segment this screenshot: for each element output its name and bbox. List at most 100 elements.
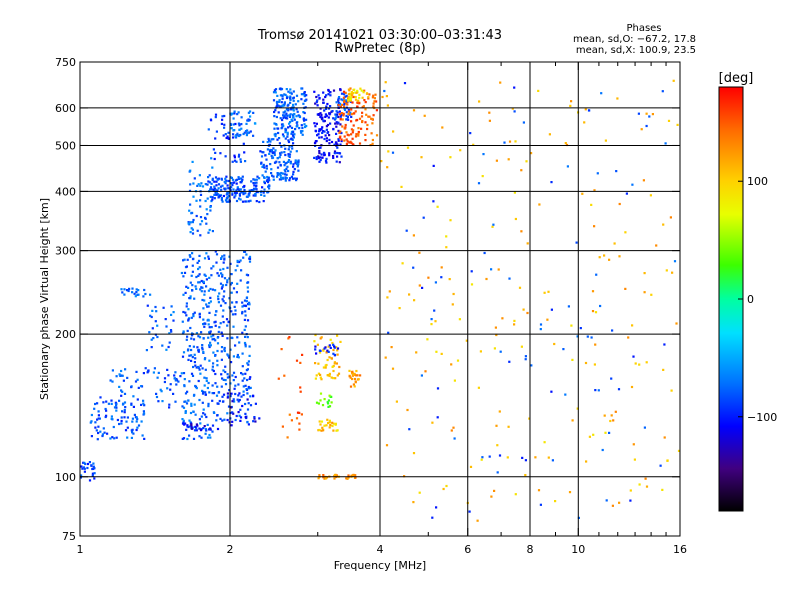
data-point xyxy=(340,92,344,95)
data-point xyxy=(249,395,252,398)
data-point xyxy=(440,266,443,269)
data-point xyxy=(477,182,481,185)
data-point xyxy=(160,390,163,393)
data-point xyxy=(287,148,290,151)
data-point xyxy=(255,184,258,187)
data-point xyxy=(191,160,194,163)
data-point xyxy=(357,132,360,135)
data-point xyxy=(217,187,220,190)
data-point xyxy=(222,267,225,271)
data-point xyxy=(241,404,244,408)
data-point xyxy=(235,199,239,203)
phase-stats-x: mean, sd,X: 100.9, 23.5 xyxy=(576,45,696,56)
data-point xyxy=(183,258,186,261)
data-point xyxy=(550,390,553,393)
data-point xyxy=(286,133,289,136)
data-point xyxy=(301,353,304,356)
data-point xyxy=(508,360,511,363)
data-point xyxy=(208,433,211,437)
data-point xyxy=(406,408,409,412)
data-point xyxy=(111,380,114,383)
data-point xyxy=(618,202,621,206)
data-point xyxy=(93,467,96,470)
data-point xyxy=(318,152,321,155)
data-point xyxy=(246,408,250,411)
data-point xyxy=(182,372,186,375)
data-point xyxy=(339,143,342,146)
data-point xyxy=(618,501,621,504)
data-point xyxy=(326,401,329,404)
data-point xyxy=(223,290,226,293)
data-point xyxy=(241,200,245,203)
data-point xyxy=(145,349,148,352)
data-point xyxy=(316,343,319,346)
data-point xyxy=(356,118,359,122)
data-point xyxy=(207,289,210,292)
data-point xyxy=(208,174,211,177)
data-point xyxy=(342,114,345,117)
data-point xyxy=(204,217,207,220)
data-point xyxy=(243,377,246,380)
data-point xyxy=(111,369,114,372)
data-point xyxy=(265,164,268,168)
data-point xyxy=(391,151,395,154)
data-point xyxy=(303,123,306,126)
data-point xyxy=(232,129,235,132)
data-point xyxy=(279,152,282,155)
data-point xyxy=(217,196,220,199)
data-point xyxy=(188,297,191,300)
data-point xyxy=(209,300,212,303)
data-point xyxy=(126,426,129,429)
data-point xyxy=(283,102,286,105)
data-point xyxy=(327,405,330,408)
data-point xyxy=(207,231,210,234)
data-point xyxy=(199,364,202,367)
data-point xyxy=(288,413,291,416)
data-point xyxy=(225,136,228,140)
data-point xyxy=(213,180,216,183)
data-point xyxy=(361,96,364,99)
data-point xyxy=(347,474,350,477)
data-point xyxy=(214,113,218,116)
data-point xyxy=(445,484,448,488)
data-point xyxy=(235,182,238,185)
data-point xyxy=(143,404,146,407)
y-axis-label: Stationary phase Virtual Height [km] xyxy=(38,198,51,400)
data-point xyxy=(214,137,217,140)
data-point xyxy=(293,168,296,171)
data-point xyxy=(468,510,471,513)
data-point xyxy=(595,273,598,276)
data-point xyxy=(539,503,542,506)
data-point xyxy=(329,346,332,349)
data-point xyxy=(203,358,206,361)
data-point xyxy=(274,123,277,126)
data-point xyxy=(186,335,189,338)
data-point xyxy=(209,436,212,439)
data-point xyxy=(318,349,321,352)
data-point xyxy=(373,100,376,103)
data-point xyxy=(412,109,416,112)
data-point xyxy=(221,285,224,288)
data-point xyxy=(318,136,321,139)
data-point xyxy=(219,282,223,285)
data-point xyxy=(152,337,155,340)
data-point xyxy=(224,370,227,374)
data-point xyxy=(206,183,209,186)
data-point xyxy=(221,298,224,301)
data-point xyxy=(234,122,237,126)
data-point xyxy=(99,430,102,433)
data-point xyxy=(643,291,646,294)
data-point xyxy=(451,303,454,306)
data-point xyxy=(331,341,334,345)
data-point xyxy=(268,152,271,155)
data-point xyxy=(537,89,540,92)
data-point xyxy=(303,119,306,122)
data-point xyxy=(296,110,299,113)
data-point xyxy=(325,105,328,108)
data-point xyxy=(401,262,404,265)
data-point xyxy=(300,87,303,90)
data-point xyxy=(485,277,488,281)
data-point xyxy=(285,96,289,100)
data-point xyxy=(432,200,435,203)
data-point xyxy=(420,156,423,159)
